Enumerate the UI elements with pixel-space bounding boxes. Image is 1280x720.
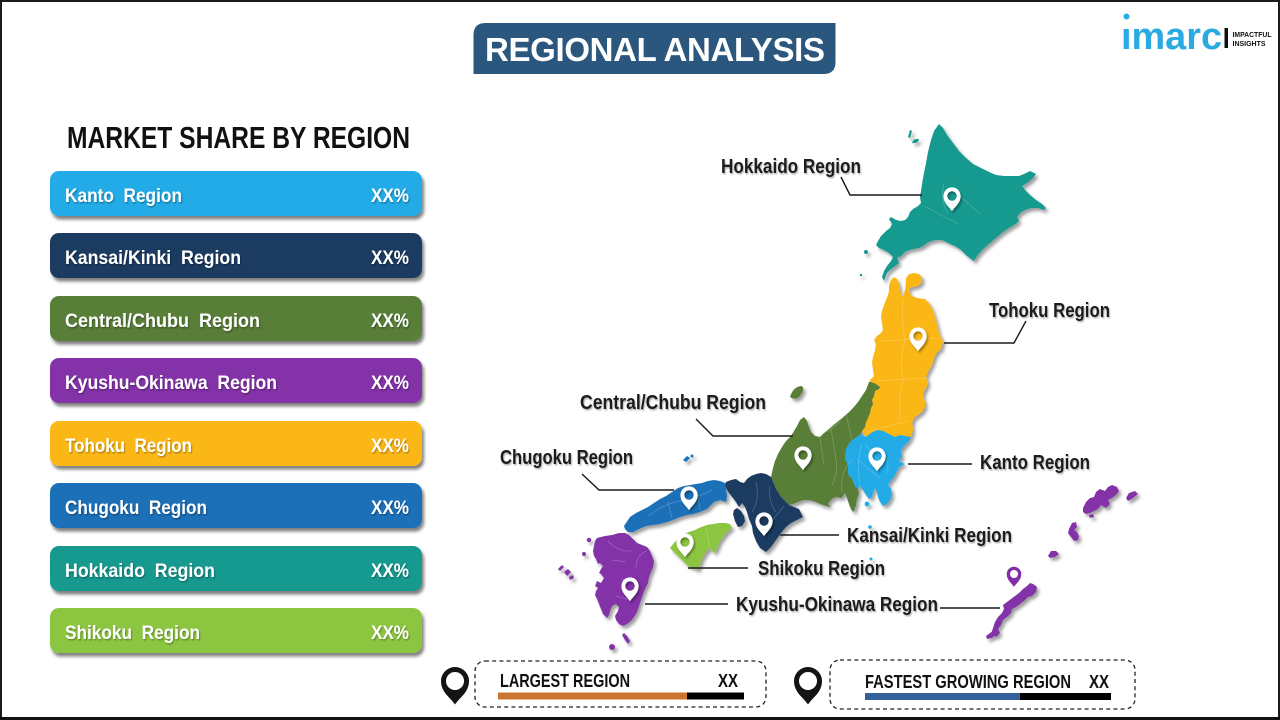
svg-text:Central/Chubu Region: Central/Chubu Region	[65, 310, 260, 332]
svg-text:Tohoku Region: Tohoku Region	[989, 299, 1110, 322]
svg-text:XX: XX	[1089, 672, 1109, 692]
svg-text:Central/Chubu Region: Central/Chubu Region	[580, 391, 766, 414]
svg-text:Shikoku Region: Shikoku Region	[758, 557, 885, 580]
svg-text:XX%: XX%	[371, 247, 409, 269]
svg-text:Chugoku Region: Chugoku Region	[65, 497, 207, 519]
svg-text:Kanto Region: Kanto Region	[980, 451, 1090, 474]
svg-text:Tohoku Region: Tohoku Region	[65, 435, 192, 457]
svg-text:XX%: XX%	[371, 185, 409, 207]
svg-text:XX%: XX%	[371, 497, 409, 519]
svg-text:REGIONAL ANALYSIS: REGIONAL ANALYSIS	[485, 31, 825, 68]
svg-text:Kansai/Kinki Region: Kansai/Kinki Region	[65, 247, 241, 269]
svg-text:Kyushu-Okinawa Region: Kyushu-Okinawa Region	[736, 593, 938, 616]
svg-text:Hokkaido Region: Hokkaido Region	[721, 155, 861, 178]
svg-text:XX: XX	[718, 671, 738, 691]
svg-text:Kyushu-Okinawa Region: Kyushu-Okinawa Region	[65, 372, 277, 394]
svg-text:XX%: XX%	[371, 435, 409, 457]
svg-text:XX%: XX%	[371, 310, 409, 332]
svg-text:LARGEST REGION: LARGEST REGION	[500, 671, 630, 691]
svg-text:ımarc: ımarc	[1121, 16, 1222, 58]
svg-text:FASTEST GROWING REGION: FASTEST GROWING REGION	[865, 672, 1071, 692]
svg-text:XX%: XX%	[371, 560, 409, 582]
svg-text:INSIGHTS: INSIGHTS	[1233, 39, 1266, 48]
svg-text:Shikoku Region: Shikoku Region	[65, 622, 200, 644]
svg-text:XX%: XX%	[371, 622, 409, 644]
svg-text:IMPACTFUL: IMPACTFUL	[1233, 30, 1272, 39]
svg-text:MARKET SHARE BY REGION: MARKET SHARE BY REGION	[67, 121, 410, 155]
svg-text:Hokkaido Region: Hokkaido Region	[65, 560, 215, 582]
svg-text:Kansai/Kinki Region: Kansai/Kinki Region	[847, 524, 1012, 547]
svg-text:XX%: XX%	[371, 372, 409, 394]
svg-text:Chugoku Region: Chugoku Region	[500, 446, 633, 469]
svg-text:Kanto Region: Kanto Region	[65, 185, 182, 207]
